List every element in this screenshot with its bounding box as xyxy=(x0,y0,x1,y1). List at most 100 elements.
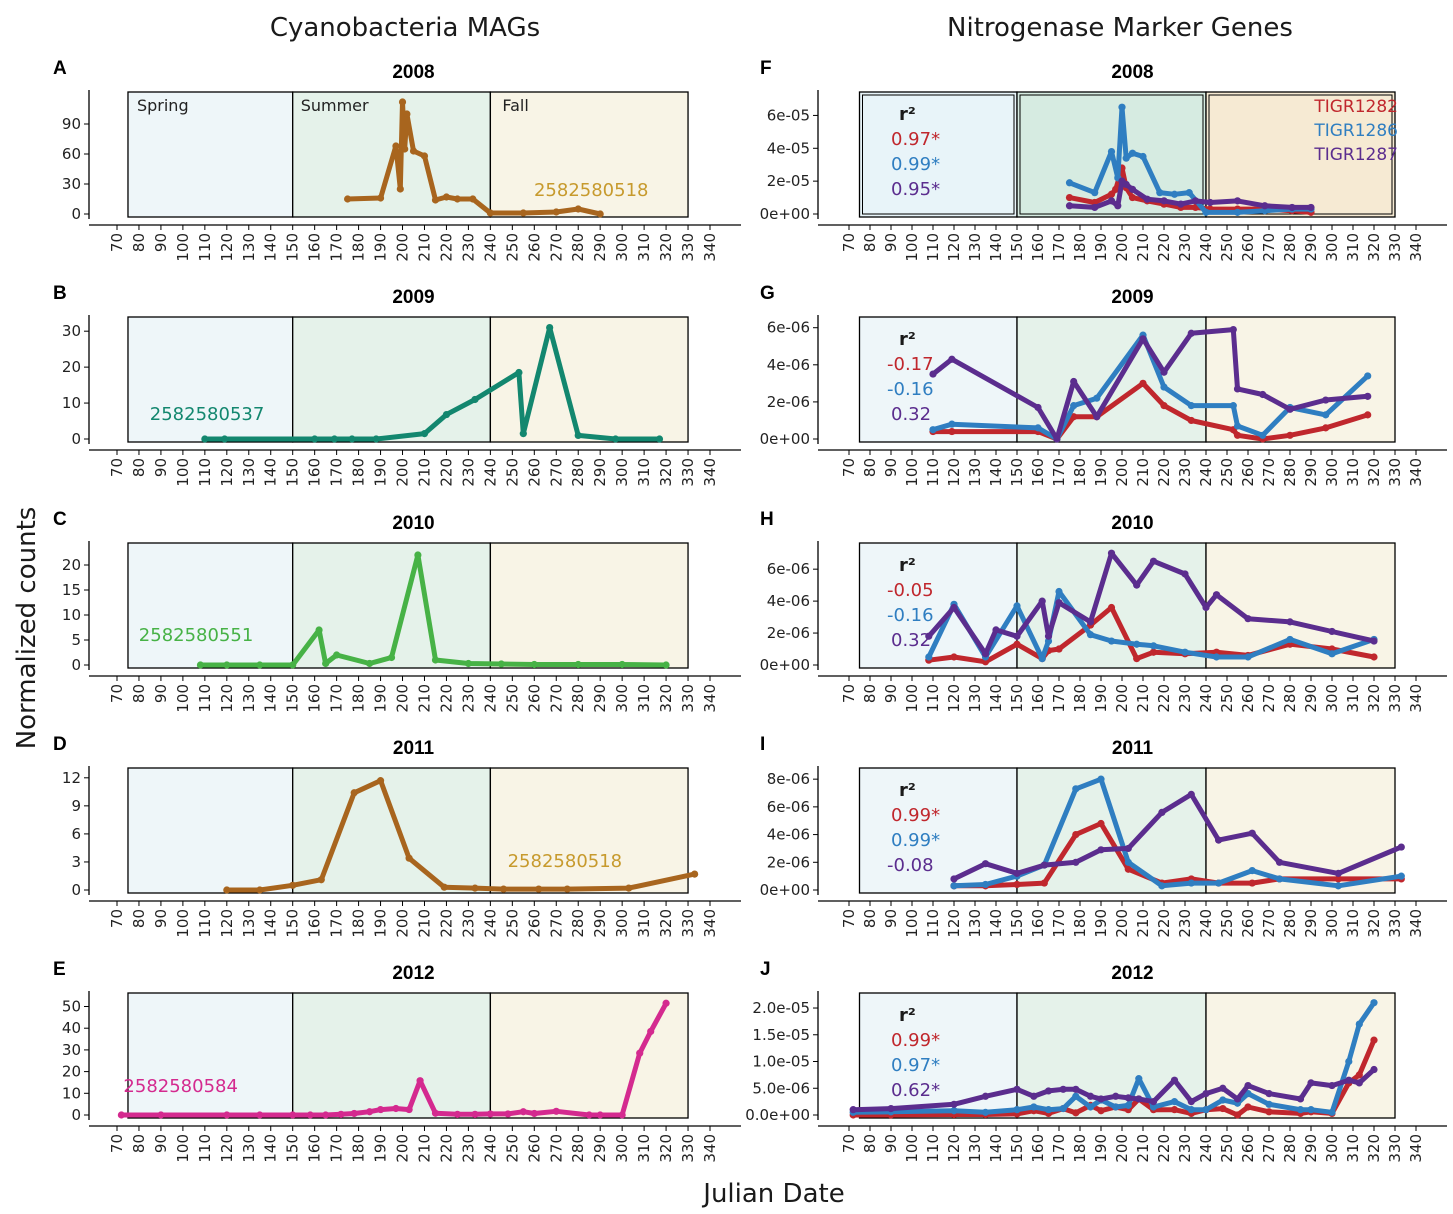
x-tick-label: 150 xyxy=(284,684,302,713)
data-point xyxy=(1133,581,1141,589)
data-point xyxy=(1244,653,1252,661)
data-point xyxy=(344,195,352,203)
data-point xyxy=(1097,775,1105,783)
r2-value-tigr1287: -0.08 xyxy=(887,855,934,876)
panel-year-title: 2011 xyxy=(393,738,435,759)
data-point xyxy=(1259,390,1267,399)
y-tick-label: 20 xyxy=(62,556,81,574)
data-point xyxy=(1170,1076,1179,1084)
x-tick-label: 120 xyxy=(945,684,963,713)
data-point xyxy=(1261,202,1269,210)
data-point xyxy=(1334,869,1342,877)
data-point xyxy=(1107,637,1116,645)
data-point xyxy=(442,193,451,201)
x-tick-label: 210 xyxy=(415,684,433,713)
x-tick-label: 270 xyxy=(1260,458,1278,487)
panel-i: 70 80 90 100 110 120 130 140 150 160 170 180 190 200 2… xyxy=(760,734,1447,938)
season-label-summer: Summer xyxy=(301,96,369,115)
x-tick-label: 190 xyxy=(372,684,390,713)
x-tick-label: 70 xyxy=(840,909,858,928)
y-tick-label: 10 xyxy=(62,606,81,624)
x-tick-label: 230 xyxy=(459,909,477,938)
data-point xyxy=(221,435,229,443)
data-point xyxy=(1219,1096,1227,1104)
data-point xyxy=(1072,785,1080,793)
data-point xyxy=(925,653,933,661)
data-point xyxy=(948,355,956,363)
data-point xyxy=(372,435,380,443)
x-tick-label: 210 xyxy=(1134,458,1152,487)
data-point xyxy=(1135,1095,1143,1103)
x-tick-label: 170 xyxy=(1050,458,1068,487)
x-tick-label: 80 xyxy=(130,458,148,477)
x-tick-label: 290 xyxy=(1302,1134,1320,1163)
data-point xyxy=(1139,152,1147,161)
x-tick-label: 130 xyxy=(966,1134,984,1163)
r2-value-tigr1282: -0.17 xyxy=(887,354,934,375)
data-point xyxy=(1059,1085,1067,1093)
x-tick-label: 330 xyxy=(1386,909,1404,938)
r2-value-tigr1286: 0.99* xyxy=(891,830,940,851)
data-point xyxy=(1370,637,1378,645)
data-point xyxy=(1112,1103,1120,1111)
data-point xyxy=(1013,869,1021,877)
data-point xyxy=(636,1049,644,1057)
x-tick-label: 160 xyxy=(306,1134,324,1163)
x-tick-label: 280 xyxy=(1281,233,1299,262)
x-tick-label: 150 xyxy=(1008,684,1026,713)
x-tick-label: 200 xyxy=(394,1134,412,1163)
season-box-spring xyxy=(858,542,1018,669)
data-point xyxy=(392,1104,400,1113)
x-tick-label: 130 xyxy=(966,233,984,262)
data-point xyxy=(1185,189,1193,197)
data-point xyxy=(574,431,582,440)
x-tick-label: 170 xyxy=(328,909,346,938)
x-tick-label: 290 xyxy=(1302,909,1320,938)
data-point xyxy=(1181,570,1189,578)
data-point xyxy=(1355,1071,1363,1079)
x-tick-label: 150 xyxy=(284,1134,302,1163)
series-line-tigr1287 xyxy=(1067,178,1314,210)
data-point xyxy=(1034,424,1042,432)
x-tick-label: 260 xyxy=(1239,1134,1257,1163)
x-tick-label: 320 xyxy=(657,458,675,487)
data-point xyxy=(365,1108,374,1116)
x-tick-label: 310 xyxy=(1344,909,1362,938)
x-tick-label: 80 xyxy=(130,684,148,703)
x-tick-label: 120 xyxy=(218,233,236,262)
panel-h: 70 80 90 100 110 120 130 140 150 160 170 180 190 200 2… xyxy=(760,509,1447,713)
x-tick-label: 150 xyxy=(1008,458,1026,487)
right-column-title: Nitrogenase Marker Genes xyxy=(947,13,1293,43)
x-tick-label: 170 xyxy=(328,233,346,262)
data-point xyxy=(322,1111,330,1119)
x-tick-label: 230 xyxy=(1176,233,1194,262)
data-point xyxy=(1170,1106,1179,1114)
series-line-tigr1286 xyxy=(850,1000,1377,1115)
x-tick-label: 170 xyxy=(328,684,346,713)
x-tick-label: 270 xyxy=(547,458,565,487)
y-tick-label: 4e-05 xyxy=(767,139,810,157)
y-tick-label: 0.0e+00 xyxy=(745,1106,810,1124)
data-point xyxy=(981,1108,990,1116)
x-tick-label: 320 xyxy=(1365,233,1383,262)
data-point xyxy=(1233,431,1242,439)
data-point xyxy=(405,1105,413,1114)
x-tick-label: 230 xyxy=(459,458,477,487)
x-tick-label: 260 xyxy=(525,233,543,262)
x-tick-label: 220 xyxy=(437,684,455,713)
x-tick-label: 80 xyxy=(861,1134,879,1153)
data-point xyxy=(563,885,571,893)
data-point xyxy=(1265,1108,1273,1116)
data-point xyxy=(1107,190,1116,198)
data-point xyxy=(1013,880,1021,889)
panel-j: 70 80 90 100 110 120 130 140 150 160 170 180 190 200 2… xyxy=(745,959,1447,1163)
y-tick-label: 0e+00 xyxy=(760,205,810,223)
data-point xyxy=(442,410,451,419)
x-tick-label: 140 xyxy=(987,1134,1005,1163)
data-point xyxy=(1286,635,1294,644)
data-point xyxy=(499,885,508,893)
x-tick-label: 340 xyxy=(701,684,719,713)
y-axis-label: Normalized counts xyxy=(12,507,42,750)
x-tick-label: 100 xyxy=(903,684,921,713)
